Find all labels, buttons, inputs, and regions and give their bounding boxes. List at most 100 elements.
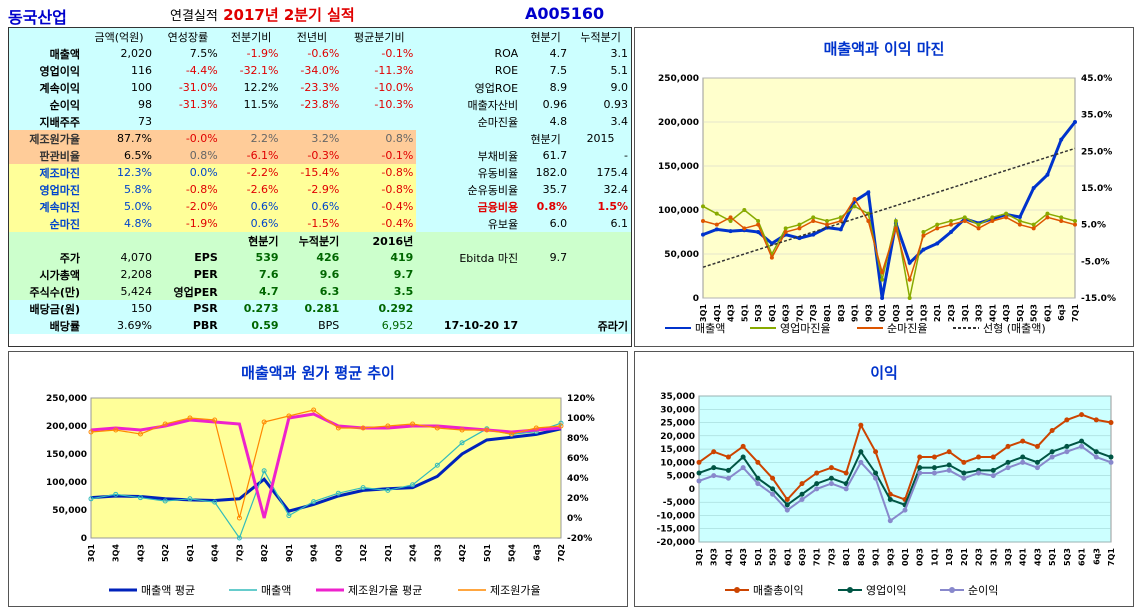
row-label: 배당률 <box>49 319 80 333</box>
data-point <box>696 459 702 465</box>
table-cell: 150 <box>131 302 152 315</box>
row-label: 주가 <box>59 251 80 265</box>
data-point <box>858 422 864 428</box>
x-tick-label: 5Q1 <box>1016 304 1025 322</box>
table-cell: -0.3% <box>307 149 340 162</box>
x-tick-label: 7Q2 <box>557 544 566 562</box>
data-point <box>921 247 926 252</box>
data-point <box>799 481 805 487</box>
data-point <box>756 219 761 223</box>
x-tick-label: 3Q3 <box>975 304 984 322</box>
table-cell: 0.93 <box>603 98 629 111</box>
x-tick-label: 0Q3 <box>334 544 343 562</box>
table-cell: -2.6% <box>246 183 279 196</box>
table-cell <box>342 113 416 130</box>
data-point <box>880 296 885 300</box>
table-cell: -6.1% <box>246 149 279 162</box>
table-cell: -0.4% <box>381 217 414 230</box>
table-row: 영업이익 116 -4.4% -32.1% -34.0% -11.3% ROE 7.5 5.1 <box>9 62 631 79</box>
table-cell: - <box>570 147 631 164</box>
legend-label: 제조원가율 <box>490 584 541 597</box>
row-label-right: 영업ROE <box>474 81 519 95</box>
data-point <box>714 222 719 227</box>
table-cell: 0.273 <box>243 302 279 315</box>
y-tick-label: 0 <box>693 294 699 304</box>
row-label-valuation: EPS <box>194 251 218 264</box>
data-point <box>1017 219 1022 223</box>
x-tick-label: 3Q3 <box>433 544 442 562</box>
table-cell: 0.6% <box>311 200 340 213</box>
row-label: 영업이익 <box>39 64 80 78</box>
x-tick-label: 6Q1 <box>768 304 777 322</box>
y-tick-label: 0 <box>689 485 695 495</box>
y2-tick-label: 20% <box>567 494 589 504</box>
x-tick-label: 9Q1 <box>872 548 881 566</box>
legend-marker <box>847 587 853 593</box>
data-point <box>961 459 967 465</box>
col-header-valuation: 누적분기 <box>298 234 340 248</box>
x-tick-label: 1Q2 <box>359 544 368 562</box>
data-point <box>783 230 788 234</box>
data-point <box>825 222 829 227</box>
y-tick-label: 20,000 <box>660 432 695 442</box>
table-cell: 35.7 <box>521 181 571 198</box>
table-cell: -2.9% <box>307 183 340 196</box>
table-row: 순이익 98 -31.3% 11.5% -23.8% -10.3% 매출자산비 0.96 0.9… <box>9 96 631 113</box>
data-point <box>434 425 440 431</box>
table-cell: 182.0 <box>521 164 571 181</box>
x-tick-label: 5Q2 <box>161 544 170 562</box>
table-cell: 7.6 <box>259 268 279 281</box>
row-label-right: 부채비율 <box>416 147 522 164</box>
table-cell: 0.96 <box>542 98 568 111</box>
data-point <box>1034 443 1040 449</box>
table-cell: 0.59 <box>251 319 279 332</box>
y-tick-label: 100,000 <box>46 478 87 488</box>
table-cell: -0.1% <box>381 149 414 162</box>
data-point <box>1059 219 1064 223</box>
y-tick-label: 150,000 <box>658 162 699 172</box>
table-cell <box>155 113 221 130</box>
table-cell: 11.5% <box>243 98 279 111</box>
y2-tick-label: 45.0% <box>1081 74 1112 84</box>
x-tick-label: 3Q4 <box>112 544 121 562</box>
table-cell: 2,020 <box>120 47 153 60</box>
x-tick-label: 4Q1 <box>713 304 722 322</box>
x-tick-label: 0Q1 <box>878 304 887 322</box>
data-point <box>917 470 923 476</box>
x-tick-label: 7Q3 <box>235 544 244 562</box>
data-point <box>1004 215 1009 220</box>
y2-tick-label: 25.0% <box>1081 147 1112 157</box>
data-point <box>385 487 391 493</box>
financial-summary-panel: 금액(억원) 연성장률 전분기비 전년비 평균분기비 현분기 누적분기 매출액 2,020 7.5… <box>8 27 632 347</box>
data-point <box>410 482 416 488</box>
data-point <box>755 481 761 487</box>
y2-tick-label: 15.0% <box>1081 184 1112 194</box>
data-point <box>976 222 981 227</box>
data-point <box>728 219 733 223</box>
data-point <box>825 219 829 223</box>
y-tick-label: 0 <box>81 534 87 544</box>
x-tick-label: 4Q3 <box>136 544 145 562</box>
data-point <box>360 485 366 491</box>
y2-tick-label: -15.0% <box>1081 294 1116 304</box>
data-point <box>558 423 564 429</box>
data-point <box>1049 454 1055 460</box>
data-point <box>946 449 952 455</box>
col-header: 평균분기비 <box>353 30 405 44</box>
table-cell: 0.6% <box>250 200 279 213</box>
table-cell: -1.5% <box>307 217 340 230</box>
table-cell: 5.0% <box>124 200 152 213</box>
data-point <box>558 420 564 426</box>
legend-label: 제조원가율 평균 <box>348 584 422 597</box>
table-cell: 7.5 <box>549 64 568 77</box>
row-label-valuation: 영업PER <box>173 285 218 299</box>
data-point <box>873 470 879 476</box>
row-label-right: 유동비율 <box>416 164 522 181</box>
y-tick-label: -10,000 <box>657 511 695 521</box>
table-cell: 1.5% <box>570 198 631 215</box>
data-point <box>459 440 465 446</box>
data-point <box>311 499 317 505</box>
row-label-valuation: PER <box>193 268 218 281</box>
x-tick-label: 9Q1 <box>851 304 860 322</box>
data-point <box>410 421 416 427</box>
